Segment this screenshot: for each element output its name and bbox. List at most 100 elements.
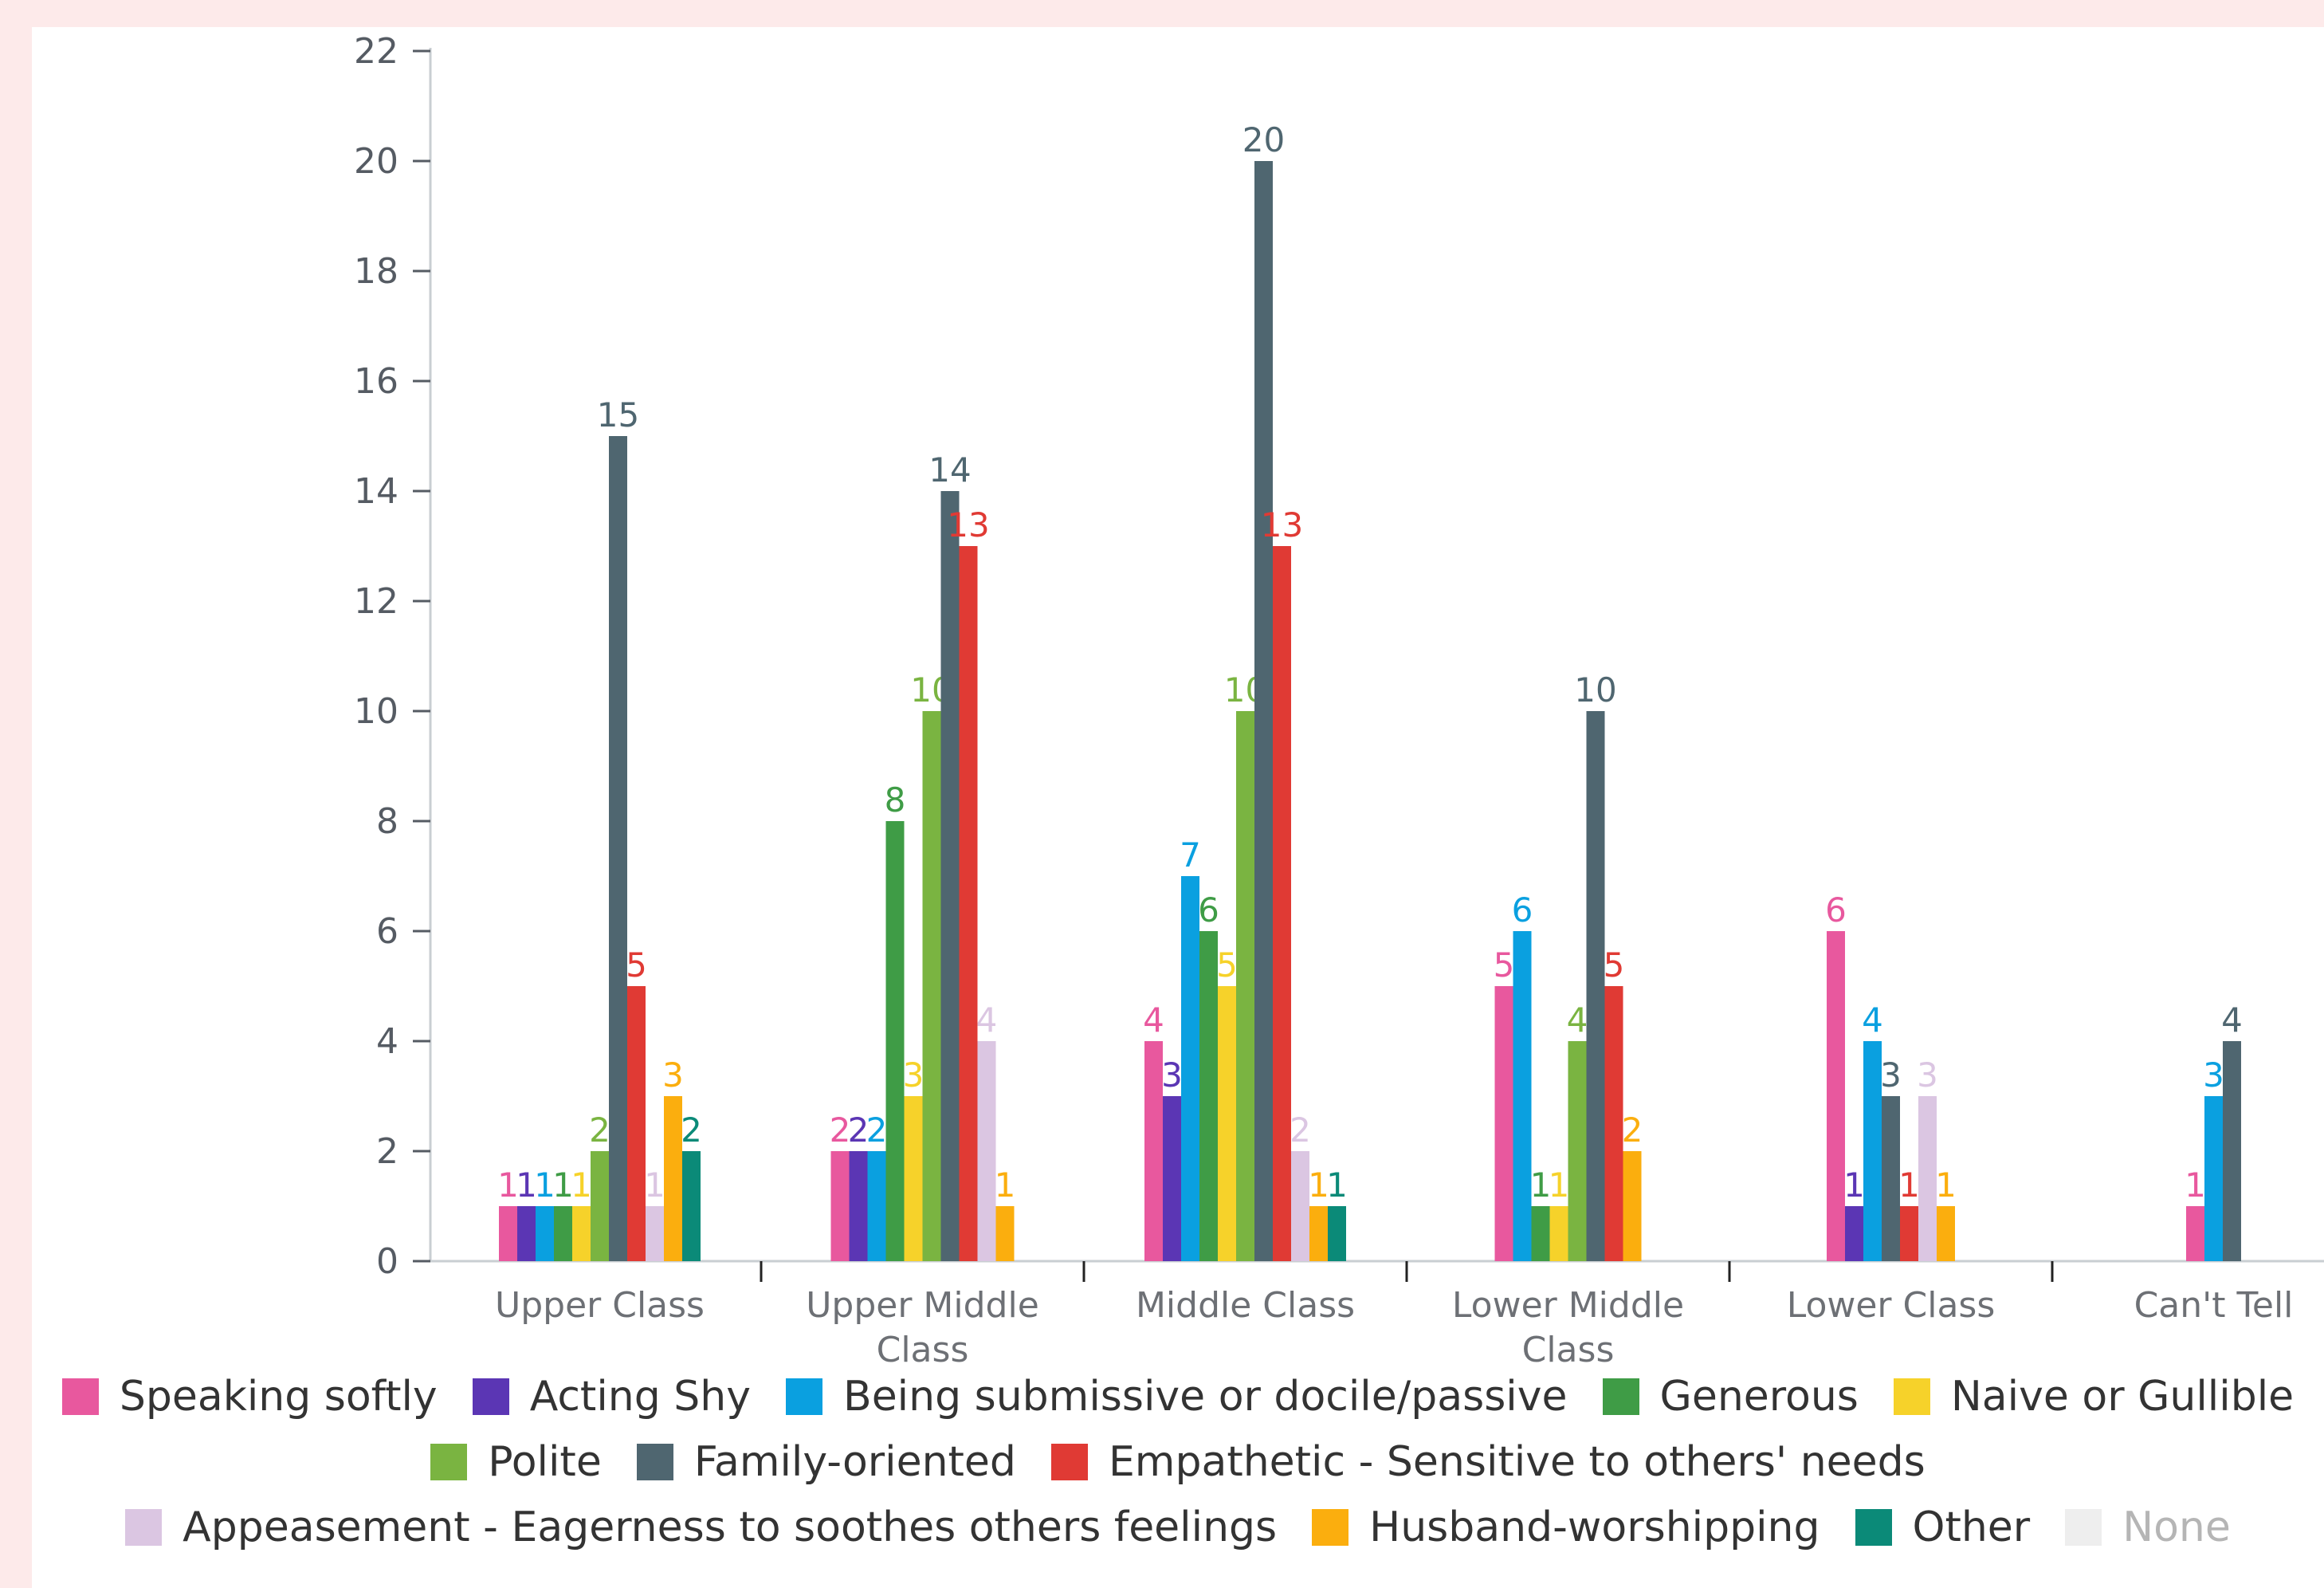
- legend-row: Speaking softly Acting Shy Being submissiv…: [45, 1373, 2311, 1421]
- bar[interactable]: [499, 1206, 517, 1261]
- legend-item[interactable]: None: [2065, 1503, 2231, 1551]
- y-tick-label: 0: [376, 1241, 398, 1282]
- x-category-label: Middle Class: [1136, 1285, 1355, 1326]
- bar-value-label: 1: [534, 1165, 555, 1205]
- bar[interactable]: [1291, 1151, 1309, 1261]
- bar[interactable]: [1494, 986, 1513, 1261]
- legend-label: Husband-worshipping: [1369, 1503, 1820, 1551]
- bar[interactable]: [1254, 161, 1273, 1261]
- bar[interactable]: [1882, 1096, 1900, 1261]
- bar[interactable]: [867, 1151, 886, 1261]
- bar-value-label: 3: [662, 1055, 684, 1095]
- bar[interactable]: [1513, 931, 1532, 1261]
- bar[interactable]: [849, 1151, 868, 1261]
- bar[interactable]: [1623, 1151, 1642, 1261]
- bar[interactable]: [1199, 931, 1218, 1261]
- bar[interactable]: [554, 1206, 572, 1261]
- legend-item[interactable]: Naive or Gullible: [1893, 1373, 2294, 1421]
- chart-legend: Speaking softly Acting Shy Being submissiv…: [32, 1373, 2324, 1551]
- bar-value-label: 2: [1622, 1110, 1643, 1150]
- bar-value-label: 8: [885, 780, 906, 820]
- y-tick-label: 8: [376, 801, 398, 842]
- legend-swatch: [1893, 1378, 1930, 1415]
- bar-value-label: 1: [995, 1165, 1016, 1205]
- y-tick-label: 14: [354, 471, 398, 512]
- bar[interactable]: [1549, 1206, 1568, 1261]
- legend-swatch: [61, 1378, 99, 1415]
- legend-label: Being submissive or docile/passive: [843, 1373, 1568, 1421]
- legend-swatch: [636, 1444, 673, 1480]
- y-tick-label: 16: [354, 361, 398, 402]
- bar-value-label: 3: [903, 1055, 924, 1095]
- bar[interactable]: [1163, 1096, 1181, 1261]
- bar-value-label: 3: [1161, 1055, 1183, 1095]
- bar[interactable]: [1827, 931, 1845, 1261]
- bar[interactable]: [1918, 1096, 1937, 1261]
- legend-label: Family-oriented: [693, 1438, 1016, 1486]
- bar[interactable]: [1531, 1206, 1550, 1261]
- bar[interactable]: [1937, 1206, 1955, 1261]
- legend-item[interactable]: Other: [1855, 1503, 2030, 1551]
- bar[interactable]: [1309, 1206, 1328, 1261]
- bar[interactable]: [591, 1151, 609, 1261]
- bar[interactable]: [536, 1206, 554, 1261]
- bar[interactable]: [995, 1206, 1015, 1261]
- bar[interactable]: [682, 1151, 701, 1261]
- bar[interactable]: [1181, 876, 1199, 1261]
- bar[interactable]: [1218, 986, 1236, 1261]
- legend-swatch: [786, 1378, 823, 1415]
- bar[interactable]: [1863, 1041, 1882, 1261]
- bar[interactable]: [572, 1206, 591, 1261]
- legend-swatch: [1602, 1378, 1639, 1415]
- bar[interactable]: [1236, 711, 1254, 1261]
- legend-swatch: [1855, 1509, 1892, 1546]
- bar[interactable]: [940, 491, 960, 1261]
- bar[interactable]: [1845, 1206, 1863, 1261]
- bar-value-label: 13: [947, 505, 989, 544]
- bar[interactable]: [977, 1041, 996, 1261]
- bar[interactable]: [922, 711, 941, 1261]
- x-category-label: Upper Class: [495, 1285, 705, 1326]
- bar[interactable]: [1900, 1206, 1918, 1261]
- bar[interactable]: [2186, 1206, 2204, 1261]
- legend-item[interactable]: Acting Shy: [472, 1373, 751, 1421]
- legend-swatch: [472, 1378, 509, 1415]
- legend-label: Generous: [1659, 1373, 1859, 1421]
- bar-value-label: 4: [2221, 1000, 2243, 1040]
- bar[interactable]: [1568, 1041, 1587, 1261]
- legend-row: Polite Family-oriented Empathetic - Sensit…: [413, 1438, 1943, 1486]
- legend-swatch: [2065, 1509, 2102, 1546]
- bar-value-label: 2: [830, 1110, 851, 1150]
- legend-item[interactable]: Polite: [430, 1438, 602, 1486]
- y-tick-label: 2: [376, 1131, 398, 1172]
- bar[interactable]: [1586, 711, 1605, 1261]
- bar[interactable]: [885, 821, 905, 1261]
- bar-value-label: 7: [1180, 835, 1201, 875]
- legend-item[interactable]: Being submissive or docile/passive: [786, 1373, 1568, 1421]
- bar[interactable]: [1328, 1206, 1346, 1261]
- x-category-label: Can't Tell: [2134, 1285, 2294, 1326]
- legend-item[interactable]: Empathetic - Sensitive to others' needs: [1050, 1438, 1926, 1486]
- bar[interactable]: [627, 986, 646, 1261]
- bar[interactable]: [1144, 1041, 1163, 1261]
- bar[interactable]: [904, 1096, 923, 1261]
- legend-item[interactable]: Husband-worshipping: [1312, 1503, 1820, 1551]
- bar[interactable]: [959, 546, 978, 1261]
- bar[interactable]: [646, 1206, 664, 1261]
- bar[interactable]: [517, 1206, 536, 1261]
- bar[interactable]: [1604, 986, 1623, 1261]
- bar[interactable]: [2204, 1096, 2223, 1261]
- legend-item[interactable]: Speaking softly: [61, 1373, 438, 1421]
- y-tick-label: 12: [354, 581, 398, 622]
- y-tick-label: 6: [376, 911, 398, 952]
- bar-value-label: 1: [1530, 1165, 1552, 1205]
- bar[interactable]: [609, 436, 627, 1261]
- bar[interactable]: [2223, 1041, 2241, 1261]
- legend-item[interactable]: Appeasement - Eagerness to soothes other…: [125, 1503, 1277, 1551]
- bar-value-label: 2: [681, 1110, 702, 1150]
- bar[interactable]: [830, 1151, 850, 1261]
- legend-item[interactable]: Generous: [1602, 1373, 1859, 1421]
- bar[interactable]: [664, 1096, 682, 1261]
- bar[interactable]: [1273, 546, 1291, 1261]
- legend-item[interactable]: Family-oriented: [636, 1438, 1016, 1486]
